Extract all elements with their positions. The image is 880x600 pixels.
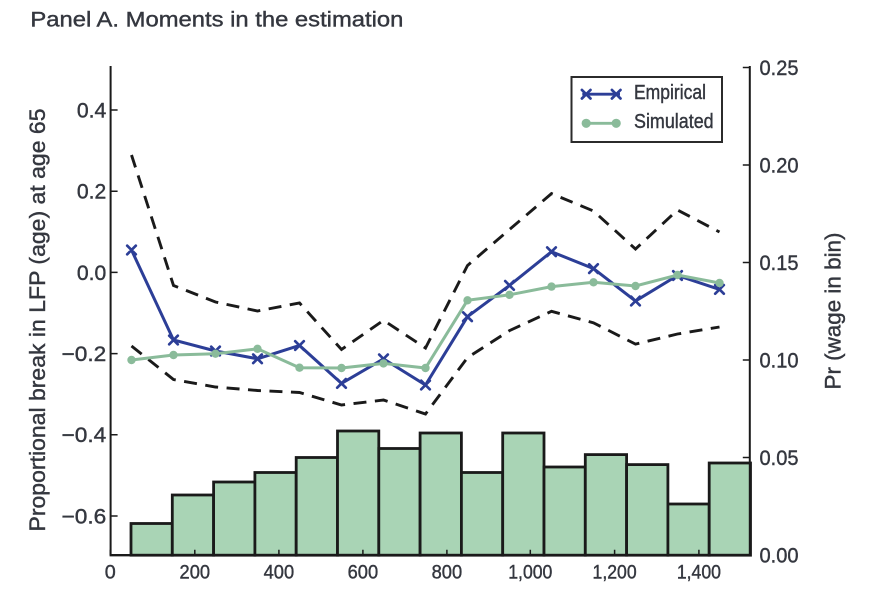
- svg-text:0.4: 0.4: [77, 99, 107, 122]
- svg-text:0.25: 0.25: [760, 57, 799, 80]
- svg-text:0.20: 0.20: [760, 154, 799, 177]
- svg-text:0.05: 0.05: [760, 447, 799, 470]
- svg-text:Simulated: Simulated: [634, 111, 714, 133]
- svg-text:600: 600: [348, 563, 379, 584]
- svg-text:1,000: 1,000: [508, 563, 552, 584]
- svg-text:0.15: 0.15: [760, 252, 799, 275]
- svg-text:Pr (wage in bin): Pr (wage in bin): [820, 233, 845, 390]
- svg-text:1,200: 1,200: [593, 563, 637, 584]
- svg-text:200: 200: [180, 563, 211, 584]
- svg-text:400: 400: [264, 563, 295, 584]
- svg-text:Empirical: Empirical: [634, 82, 706, 104]
- svg-text:Proportional break in LFP (age: Proportional break in LFP (age) at age 6…: [25, 108, 50, 531]
- svg-text:−0.2: −0.2: [62, 343, 107, 366]
- svg-text:−0.6: −0.6: [62, 505, 107, 528]
- svg-text:0.10: 0.10: [760, 349, 799, 372]
- svg-text:0.0: 0.0: [77, 262, 106, 285]
- svg-text:0: 0: [105, 563, 116, 584]
- svg-text:0.00: 0.00: [760, 545, 799, 568]
- svg-text:800: 800: [432, 563, 463, 584]
- svg-text:Panel A. Moments in the estima: Panel A. Moments in the estimation: [30, 9, 403, 32]
- svg-text:0.2: 0.2: [77, 181, 106, 204]
- svg-text:−0.4: −0.4: [62, 424, 107, 447]
- svg-text:1,400: 1,400: [677, 563, 721, 584]
